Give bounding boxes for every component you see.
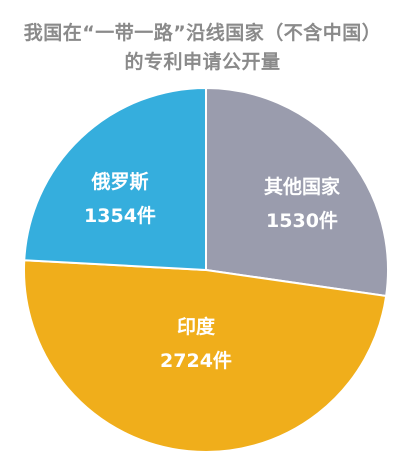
- slice-value-label-2: 2724件: [160, 349, 232, 372]
- slice-name-label-0: 俄罗斯: [90, 170, 148, 193]
- pie-slice-1: [205, 86, 389, 298]
- chart-title-line-2: 的专利申请公开量: [124, 51, 281, 73]
- slice-value-label-1: 1530件: [266, 209, 338, 232]
- pie-slice-2: [23, 259, 388, 453]
- slice-name-label-2: 印度: [177, 315, 216, 338]
- chart-title-line-1: 我国在“一带一路”沿线国家（不含中国）: [23, 22, 382, 44]
- pie-slice-0: [23, 86, 207, 272]
- slice-name-label-1: 其他国家: [264, 175, 341, 198]
- slice-value-label-0: 1354件: [84, 204, 156, 227]
